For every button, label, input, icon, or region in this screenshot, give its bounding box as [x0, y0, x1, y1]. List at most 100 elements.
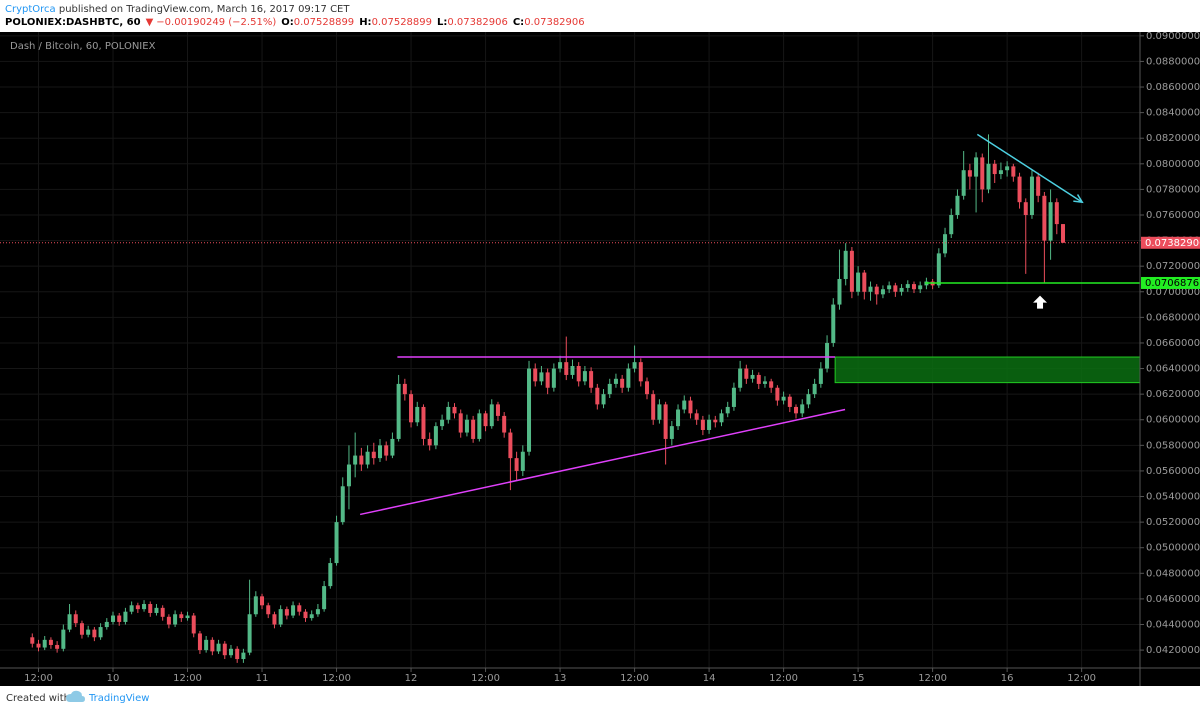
candle-body — [433, 426, 438, 446]
candle-body — [1011, 166, 1016, 177]
candle-body — [800, 404, 805, 414]
candle-body — [371, 451, 376, 459]
candle-body — [762, 381, 767, 384]
x-tick-label: 10 — [107, 673, 120, 684]
candle-body — [359, 455, 364, 465]
candle-body — [409, 394, 414, 423]
candle-body — [489, 404, 494, 427]
candle-body — [1036, 176, 1041, 196]
o-label: O: — [281, 17, 294, 28]
candle-body — [421, 406, 426, 439]
x-tick-label: 14 — [703, 673, 716, 684]
candle-body — [197, 633, 202, 651]
candle-body — [533, 368, 538, 382]
candle-body — [303, 611, 308, 619]
l-value: 0.07382906 — [447, 17, 507, 28]
candle-body — [632, 362, 637, 369]
candle-body — [185, 615, 190, 619]
candle-body — [707, 419, 712, 430]
candle-body — [576, 365, 581, 382]
x-tick-label: 15 — [852, 673, 865, 684]
candle-body — [1061, 224, 1066, 243]
candle-body — [756, 374, 761, 384]
candle-body — [309, 614, 314, 619]
c-value: 0.07382906 — [524, 17, 584, 28]
candle-body — [272, 614, 277, 625]
candle-body — [427, 438, 432, 446]
candle-body — [210, 639, 215, 652]
candle-body — [880, 289, 885, 295]
candle-body — [378, 445, 382, 459]
candle-body — [67, 614, 72, 630]
x-tick-label: 12:00 — [173, 673, 202, 684]
trend-line — [359, 408, 846, 516]
candle-body — [266, 605, 271, 615]
candle-body — [638, 362, 643, 382]
candle-body — [384, 445, 389, 456]
candle-body — [582, 371, 587, 382]
candle-body — [564, 362, 569, 375]
candle-body — [700, 419, 705, 430]
h-value: 0.07528899 — [372, 17, 432, 28]
candle-body — [893, 285, 898, 292]
candle-body — [297, 605, 302, 612]
brand[interactable]: TradingView — [88, 693, 149, 704]
change-arrow: ▼ — [146, 17, 154, 28]
candle-body — [713, 419, 718, 423]
brand-logo — [66, 690, 85, 702]
footer-bg — [0, 686, 1200, 711]
candle-body — [365, 451, 370, 465]
candle-body — [396, 383, 401, 439]
candle-body — [1023, 202, 1028, 215]
candle-body — [527, 368, 532, 452]
candle-body — [123, 611, 128, 622]
candle-body — [514, 458, 519, 471]
x-tick-label: 12:00 — [471, 673, 500, 684]
candle-body — [204, 639, 209, 651]
candle-body — [955, 195, 960, 215]
header-line-2: POLONIEX:DASHBTC, 60 ▼ −0.00190249 (−2.51%… — [5, 17, 585, 28]
candle-body — [551, 368, 556, 388]
candle-body — [868, 286, 873, 292]
candle-body — [943, 234, 948, 254]
candle-body — [936, 253, 941, 286]
candle-body — [725, 406, 730, 414]
candle-body — [620, 378, 625, 388]
candle-body — [154, 607, 159, 613]
arrow-head — [1073, 194, 1084, 204]
candle-body — [260, 596, 265, 606]
candle-body — [887, 285, 892, 290]
candle-body — [694, 413, 699, 420]
candle-body — [626, 368, 631, 388]
candle-body — [539, 372, 544, 382]
published: published on TradingView.com, March 16, … — [56, 4, 351, 15]
candle-body — [750, 374, 755, 379]
candle-body — [222, 643, 227, 656]
candle-body — [346, 464, 351, 487]
candle-body — [738, 368, 743, 388]
author[interactable]: CryptOrca — [5, 4, 56, 15]
x-tick-label: 13 — [554, 673, 567, 684]
candle-body — [731, 387, 736, 407]
candle-body — [92, 629, 97, 638]
candle-body — [818, 368, 823, 384]
candle-body — [589, 371, 594, 388]
candle-body — [794, 406, 799, 414]
x-tick-label: 12:00 — [322, 673, 351, 684]
x-tick-label: 12:00 — [620, 673, 649, 684]
candle-body — [458, 413, 463, 433]
candle-body — [98, 627, 103, 638]
candle-body — [837, 278, 842, 305]
candle-body — [663, 404, 668, 439]
candle-body — [719, 413, 724, 423]
candle-body — [949, 214, 954, 235]
candle-body — [390, 438, 395, 456]
